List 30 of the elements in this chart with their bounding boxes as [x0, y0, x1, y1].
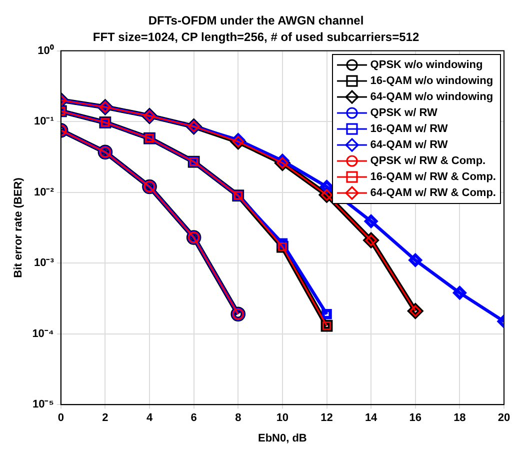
x-tick-label: 4 — [146, 412, 154, 424]
y-tick-label: 10⁻² — [34, 186, 54, 198]
legend-label: 64-QAM w/ RW — [370, 138, 448, 151]
y-axis-title: Bit error rate (BER) — [12, 177, 25, 278]
legend-label: QPSK w/ RW & Comp. — [370, 154, 486, 167]
legend-label: 64-QAM w/o windowing — [370, 90, 494, 103]
x-tick-label: 0 — [58, 412, 64, 424]
legend-label: 16-QAM w/o windowing — [370, 74, 494, 87]
x-tick-label: 6 — [190, 412, 197, 424]
x-axis-title: EbN0, dB — [258, 432, 307, 444]
legend-label: 16-QAM w/ RW — [370, 122, 448, 135]
x-tick-label: 12 — [320, 412, 333, 424]
x-tick-label: 10 — [276, 412, 289, 424]
legend-label: 16-QAM w/ RW & Comp. — [370, 170, 496, 183]
y-tick-label: 10⁻¹ — [34, 116, 54, 128]
x-tick-label: 20 — [498, 412, 510, 424]
legend-label: QPSK w/ RW — [370, 106, 438, 119]
x-tick-label: 16 — [409, 412, 422, 424]
y-tick-label: 10⁰ — [38, 44, 54, 57]
legend-label: 64-QAM w/ RW & Comp. — [370, 186, 496, 199]
x-tick-label: 18 — [454, 412, 466, 424]
x-tick-label: 14 — [364, 412, 378, 424]
x-tick-label: 8 — [235, 412, 242, 424]
legend-label: QPSK w/o windowing — [370, 58, 483, 71]
y-tick-label: 10⁻³ — [34, 257, 54, 270]
y-tick-label: 10⁻⁴ — [32, 328, 54, 340]
chart-title: DFTs-OFDM under the AWGN channel — [148, 14, 364, 28]
x-tick-label: 2 — [102, 412, 108, 424]
chart-subtitle: FFT size=1024, CP length=256, # of used subcarriers=512 — [92, 30, 420, 44]
y-tick-label: 10⁻⁵ — [32, 398, 54, 411]
